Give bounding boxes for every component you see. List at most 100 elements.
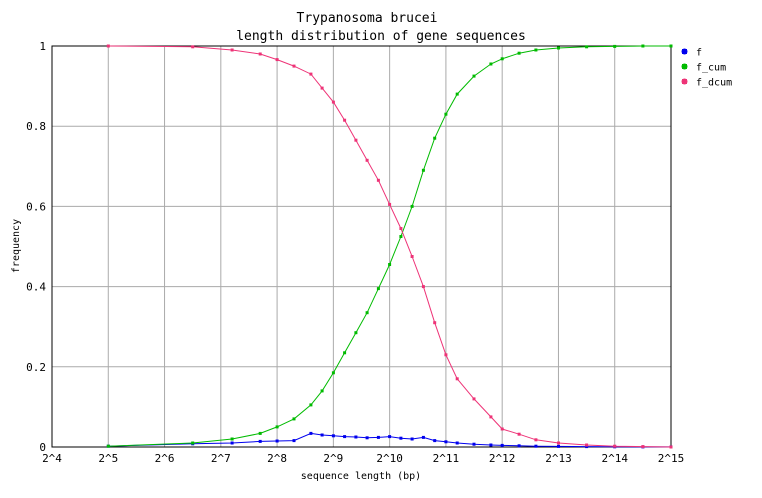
series-layer bbox=[106, 44, 673, 449]
series-line bbox=[108, 45, 671, 447]
data-point bbox=[613, 444, 617, 448]
series-f-cum bbox=[106, 44, 673, 448]
data-point bbox=[641, 445, 645, 449]
data-point bbox=[517, 432, 521, 436]
data-point bbox=[444, 353, 448, 357]
data-point bbox=[275, 58, 279, 62]
data-point bbox=[534, 48, 538, 52]
data-point bbox=[517, 51, 521, 55]
series-line bbox=[108, 45, 672, 448]
data-point bbox=[376, 287, 380, 291]
data-point bbox=[534, 438, 538, 442]
data-point bbox=[433, 136, 437, 140]
legend-dot bbox=[681, 48, 688, 55]
x-tick-label: 2^11 bbox=[433, 452, 460, 465]
data-point bbox=[388, 263, 392, 266]
y-tick-label: 0.2 bbox=[26, 361, 46, 374]
data-point bbox=[641, 44, 645, 48]
data-point bbox=[410, 204, 414, 208]
data-point bbox=[331, 434, 335, 438]
series-f-dcum bbox=[106, 44, 673, 449]
data-point bbox=[320, 389, 324, 393]
data-point bbox=[354, 331, 358, 335]
data-point bbox=[489, 415, 493, 419]
data-point bbox=[343, 118, 347, 122]
data-point bbox=[500, 427, 504, 431]
legend: f f_cum f_dcum bbox=[681, 48, 732, 89]
x-tick-label: 2^9 bbox=[323, 452, 343, 465]
data-point bbox=[669, 44, 673, 48]
data-point bbox=[399, 227, 403, 230]
x-tick-label: 2^7 bbox=[211, 452, 231, 465]
data-point bbox=[557, 441, 560, 445]
legend-dot bbox=[681, 63, 688, 70]
data-point bbox=[585, 443, 589, 447]
data-point bbox=[292, 439, 296, 443]
x-tick-label: 2^12 bbox=[489, 452, 516, 465]
y-tick-label: 1 bbox=[39, 40, 46, 53]
y-tick-label: 0.4 bbox=[26, 281, 46, 294]
data-point bbox=[388, 202, 392, 206]
data-point bbox=[455, 92, 459, 96]
data-point bbox=[230, 437, 234, 441]
data-point bbox=[669, 445, 673, 449]
data-point bbox=[376, 435, 380, 439]
data-point bbox=[106, 444, 110, 448]
data-point bbox=[534, 444, 538, 448]
data-point bbox=[292, 417, 296, 421]
data-point bbox=[517, 444, 521, 448]
data-point bbox=[343, 351, 347, 355]
x-axis-label: sequence length (bp) bbox=[301, 471, 421, 482]
legend-label: f bbox=[696, 48, 702, 59]
data-point bbox=[489, 443, 493, 447]
x-tick-label: 2^5 bbox=[98, 452, 118, 465]
legend-label: f_cum bbox=[696, 63, 726, 74]
data-point bbox=[399, 436, 403, 440]
legend-dot bbox=[681, 78, 688, 85]
data-point bbox=[354, 435, 358, 439]
data-point bbox=[354, 138, 358, 142]
y-tick-label: 0 bbox=[39, 441, 46, 454]
data-point bbox=[388, 435, 392, 439]
chart-title-line-2: length distribution of gene sequences bbox=[236, 29, 526, 44]
x-tick-label: 2^15 bbox=[658, 452, 685, 465]
data-point bbox=[472, 442, 476, 446]
y-tick-label: 0.6 bbox=[26, 200, 46, 213]
data-point bbox=[275, 425, 279, 429]
data-point bbox=[410, 437, 414, 441]
data-point bbox=[343, 435, 347, 439]
data-point bbox=[421, 435, 425, 439]
data-point bbox=[585, 45, 589, 49]
y-axis-label: frequency bbox=[11, 219, 22, 273]
series-line bbox=[108, 432, 671, 448]
data-point bbox=[455, 441, 459, 445]
grid bbox=[52, 46, 671, 447]
data-point bbox=[106, 44, 110, 48]
data-point bbox=[500, 443, 504, 447]
data-point bbox=[557, 444, 560, 448]
data-point bbox=[292, 64, 296, 68]
data-point bbox=[433, 321, 437, 325]
data-point bbox=[500, 57, 504, 61]
x-tick-label: 2^8 bbox=[267, 452, 287, 465]
data-point bbox=[365, 158, 369, 162]
data-point bbox=[410, 255, 414, 258]
data-point bbox=[230, 441, 234, 445]
data-point bbox=[309, 403, 313, 407]
data-point bbox=[365, 436, 369, 440]
data-point bbox=[230, 48, 234, 52]
data-point bbox=[331, 371, 335, 375]
tick-labels: 2^4 2^5 2^6 2^7 2^8 2^9 2^10 2^11 2^12 2^13 2^14 2^… bbox=[26, 40, 684, 465]
data-point bbox=[376, 178, 380, 182]
data-point bbox=[585, 445, 589, 449]
x-tick-label: 2^10 bbox=[376, 452, 403, 465]
data-point bbox=[399, 235, 403, 238]
data-point bbox=[472, 74, 476, 78]
data-point bbox=[444, 112, 448, 116]
plot-frame bbox=[51, 45, 672, 448]
x-tick-label: 2^4 bbox=[42, 452, 62, 465]
x-tick-label: 2^14 bbox=[601, 452, 628, 465]
chart-title-line-1: Trypanosoma brucei bbox=[297, 11, 438, 26]
